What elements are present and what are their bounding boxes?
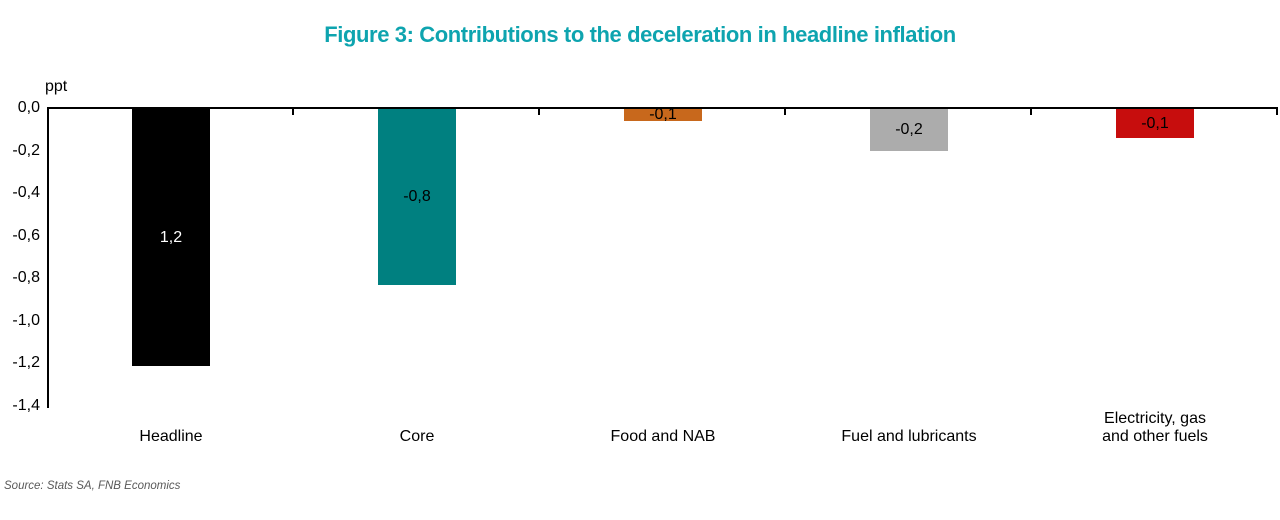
bar-value-label-fuel-and-lubricants: -0,2	[895, 121, 923, 139]
category-label-fuel-and-lubricants: Fuel and lubricants	[841, 427, 977, 445]
x-axis-tick	[784, 108, 786, 115]
y-tick-label: -0,6	[12, 226, 40, 244]
y-tick-label: -0,4	[12, 184, 40, 201]
x-axis-line	[48, 106, 1278, 109]
x-axis-tick	[292, 108, 294, 115]
bar-value-label-core: -0,8	[403, 188, 431, 206]
x-axis-tick	[1276, 108, 1278, 115]
category-label-electricity-gas-and-other-fuels: Electricity, gas and other fuels	[1102, 410, 1208, 445]
y-tick-label: -1,2	[12, 354, 40, 371]
bar-fuel-and-lubricants	[870, 108, 948, 151]
y-tick-label: -1,0	[12, 311, 40, 329]
x-axis-tick	[538, 108, 540, 115]
bar-food-and-nab	[624, 108, 702, 122]
y-tick-label: -0,8	[12, 269, 40, 286]
y-axis-line	[47, 106, 49, 408]
y-tick-label: -1,4	[12, 396, 40, 414]
y-axis-unit-label: ppt	[45, 78, 68, 95]
bar-electricity-gas-and-other-fuels	[1116, 108, 1194, 139]
y-tick-label: -0,2	[12, 141, 40, 159]
y-tick-label: 0,0	[17, 99, 40, 116]
bar-value-label-headline: 1,2	[159, 228, 183, 246]
category-label-core: Core	[399, 427, 435, 445]
bar-value-label-electricity-gas-and-other-fuels: -0,1	[1141, 114, 1169, 132]
bar-value-label-food-and-nab: -0,1	[649, 106, 677, 124]
category-label-headline: Headline	[139, 427, 203, 445]
bar-headline	[132, 108, 210, 366]
source-note: Source: Stats SA, FNB Economics	[4, 480, 181, 492]
bar-core	[378, 108, 456, 285]
chart-title: Figure 3: Contributions to the decelerat…	[324, 22, 956, 47]
category-label-food-and-nab: Food and NAB	[610, 427, 716, 445]
x-axis-tick	[1030, 108, 1032, 115]
